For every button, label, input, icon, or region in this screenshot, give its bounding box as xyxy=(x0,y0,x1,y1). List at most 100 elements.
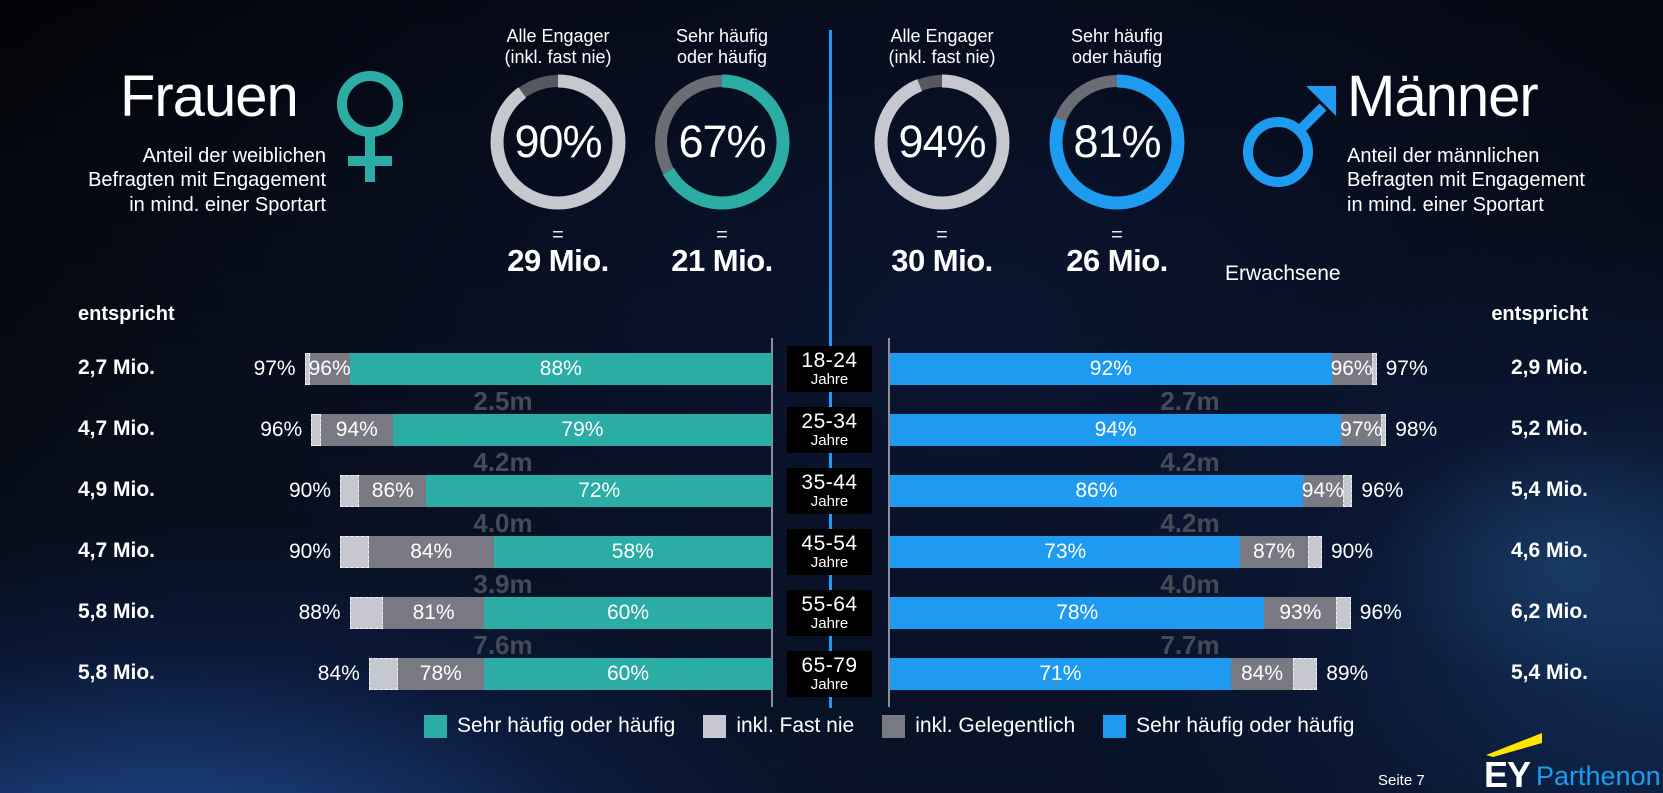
total-value-label: 96% xyxy=(260,418,303,441)
segment: 92% xyxy=(890,353,1332,385)
donut-ring: 90% xyxy=(490,74,626,210)
segment-value: 73% xyxy=(1044,540,1087,563)
age-row-25-34: 96% 94% 79% 94% 97% 98% 25-34 Jahre 4,7 Mio. 5,2 … xyxy=(0,407,1663,453)
segment: 94% xyxy=(320,414,393,446)
donut-percent: 94% xyxy=(898,116,986,167)
legend-swatch xyxy=(703,714,727,738)
equals-sign: = xyxy=(552,224,564,246)
men-ghost-value: 4.2m xyxy=(1160,447,1220,477)
segment: 79% xyxy=(392,414,772,446)
women-axis-line xyxy=(771,338,773,707)
age-row-18-24: 97% 96% 88% 92% 96% 97% 18-24 Jahre 2,7 Mio. 2,9 … xyxy=(0,346,1663,392)
total-value-label: 97% xyxy=(1385,357,1428,380)
men-title: Männer xyxy=(1347,64,1539,129)
segment-value: 93% xyxy=(1279,601,1322,624)
segment: 88% xyxy=(349,353,772,385)
segment: 60% xyxy=(484,597,772,629)
donut-ring: 94% xyxy=(874,74,1010,210)
donut-ring: 81% xyxy=(1049,74,1185,210)
segment: 84% xyxy=(1230,658,1294,690)
segment: 71% xyxy=(890,658,1231,690)
equals-sign: = xyxy=(1111,224,1123,246)
women-bar: 88% 81% 60% xyxy=(299,597,772,629)
segment: 72% xyxy=(426,475,772,507)
segment: 73% xyxy=(890,536,1241,568)
segment-value: 72% xyxy=(578,479,621,502)
age-range: 18-24 xyxy=(801,349,858,373)
women-ghost-value: 7.6m xyxy=(473,630,533,660)
segment-value: 96% xyxy=(1330,357,1373,380)
segment-value: 58% xyxy=(611,540,654,563)
donut-title: Alle Engager (inkl. fast nie) xyxy=(888,26,996,68)
men-ghost-value: 4.0m xyxy=(1160,569,1220,599)
women-ghost-value: 4.0m xyxy=(473,508,533,538)
women-ghost-value: 2.5m xyxy=(473,386,533,416)
donut-amount: 26 Mio. xyxy=(1066,243,1168,278)
segment-value: 97% xyxy=(1340,418,1383,441)
donut-title: Sehr häufig oder häufig xyxy=(675,26,769,68)
segment: 94% xyxy=(1302,475,1344,507)
total-value-label: 96% xyxy=(1361,479,1404,502)
donut-amount: 30 Mio. xyxy=(891,243,993,278)
segment-value: 84% xyxy=(1240,662,1283,685)
legend-label: inkl. Fast nie xyxy=(736,714,855,737)
women-ghost-value: 4.2m xyxy=(473,447,533,477)
total-value-label: 88% xyxy=(298,601,341,624)
ey-wordmark: EY xyxy=(1484,754,1531,793)
donut-percent: 81% xyxy=(1073,116,1161,167)
segment-value: 94% xyxy=(335,418,378,441)
women-mio-label: 4,7 Mio. xyxy=(78,539,156,562)
male-icon xyxy=(1238,82,1342,197)
ey-parthenon-logo: EY Parthenon xyxy=(1484,733,1661,793)
segment-value: 88% xyxy=(539,357,582,380)
segment-value: 92% xyxy=(1089,357,1132,380)
men-mio-label: 5,4 Mio. xyxy=(1510,478,1588,501)
legend-label: Sehr häufig oder häufig xyxy=(457,714,676,737)
legend-label: inkl. Gelegentlich xyxy=(915,714,1076,737)
segment-fast-nie xyxy=(1336,597,1351,629)
equals-sign: = xyxy=(936,224,948,246)
segment-value: 79% xyxy=(561,418,604,441)
segment-value: 96% xyxy=(308,357,351,380)
legend: Sehr häufig oder häufig inkl. Fast nie ink… xyxy=(424,714,1354,738)
men-mio-label: 5,4 Mio. xyxy=(1510,661,1588,684)
segment-value: 86% xyxy=(371,479,414,502)
women-bar: 90% 86% 72% xyxy=(289,475,772,507)
men-mio-label: 4,6 Mio. xyxy=(1510,539,1588,562)
segment: 78% xyxy=(397,658,484,690)
women-bar: 90% 84% 58% xyxy=(289,536,772,568)
legend-item-2: inkl. Gelegentlich xyxy=(882,714,1075,738)
men-bar: 92% 96% 97% xyxy=(890,353,1428,385)
donut-percent: 90% xyxy=(514,116,602,167)
age-unit: Jahre xyxy=(810,554,849,572)
segment: 81% xyxy=(383,597,484,629)
total-value-label: 90% xyxy=(289,479,332,502)
women-subtitle: Anteil der weiblichen Befragten mit Enga… xyxy=(88,145,326,216)
age-range: 25-34 xyxy=(801,410,858,434)
segment-value: 81% xyxy=(412,601,455,624)
donut-title: Sehr häufig oder häufig xyxy=(1070,26,1164,68)
segment-value: 94% xyxy=(1094,418,1137,441)
men-ghost-value: 7.7m xyxy=(1160,630,1220,660)
segment-value: 86% xyxy=(1075,479,1118,502)
total-value-label: 90% xyxy=(1330,540,1373,563)
age-unit: Jahre xyxy=(810,493,849,511)
men-mio-label: 5,2 Mio. xyxy=(1510,417,1588,440)
age-range: 65-79 xyxy=(801,654,858,678)
segment: 96% xyxy=(308,353,351,385)
men-bar: 71% 84% 89% xyxy=(890,658,1368,690)
segment-fast-nie xyxy=(1293,658,1318,690)
legend-item-1: inkl. Fast nie xyxy=(703,714,854,738)
women-bar: 97% 96% 88% xyxy=(254,353,772,385)
segment: 86% xyxy=(359,475,427,507)
men-mio-label: 6,2 Mio. xyxy=(1510,600,1588,623)
segment-fast-nie xyxy=(340,475,360,507)
segment-value: 87% xyxy=(1252,540,1295,563)
age-unit: Jahre xyxy=(810,676,849,694)
segment: 87% xyxy=(1240,536,1308,568)
women-bar: 96% 94% 79% xyxy=(260,414,772,446)
legend-item-3: Sehr häufig oder häufig xyxy=(1103,714,1354,738)
age-group-label: 45-54 Jahre xyxy=(787,529,872,575)
men-bar: 86% 94% 96% xyxy=(890,475,1403,507)
